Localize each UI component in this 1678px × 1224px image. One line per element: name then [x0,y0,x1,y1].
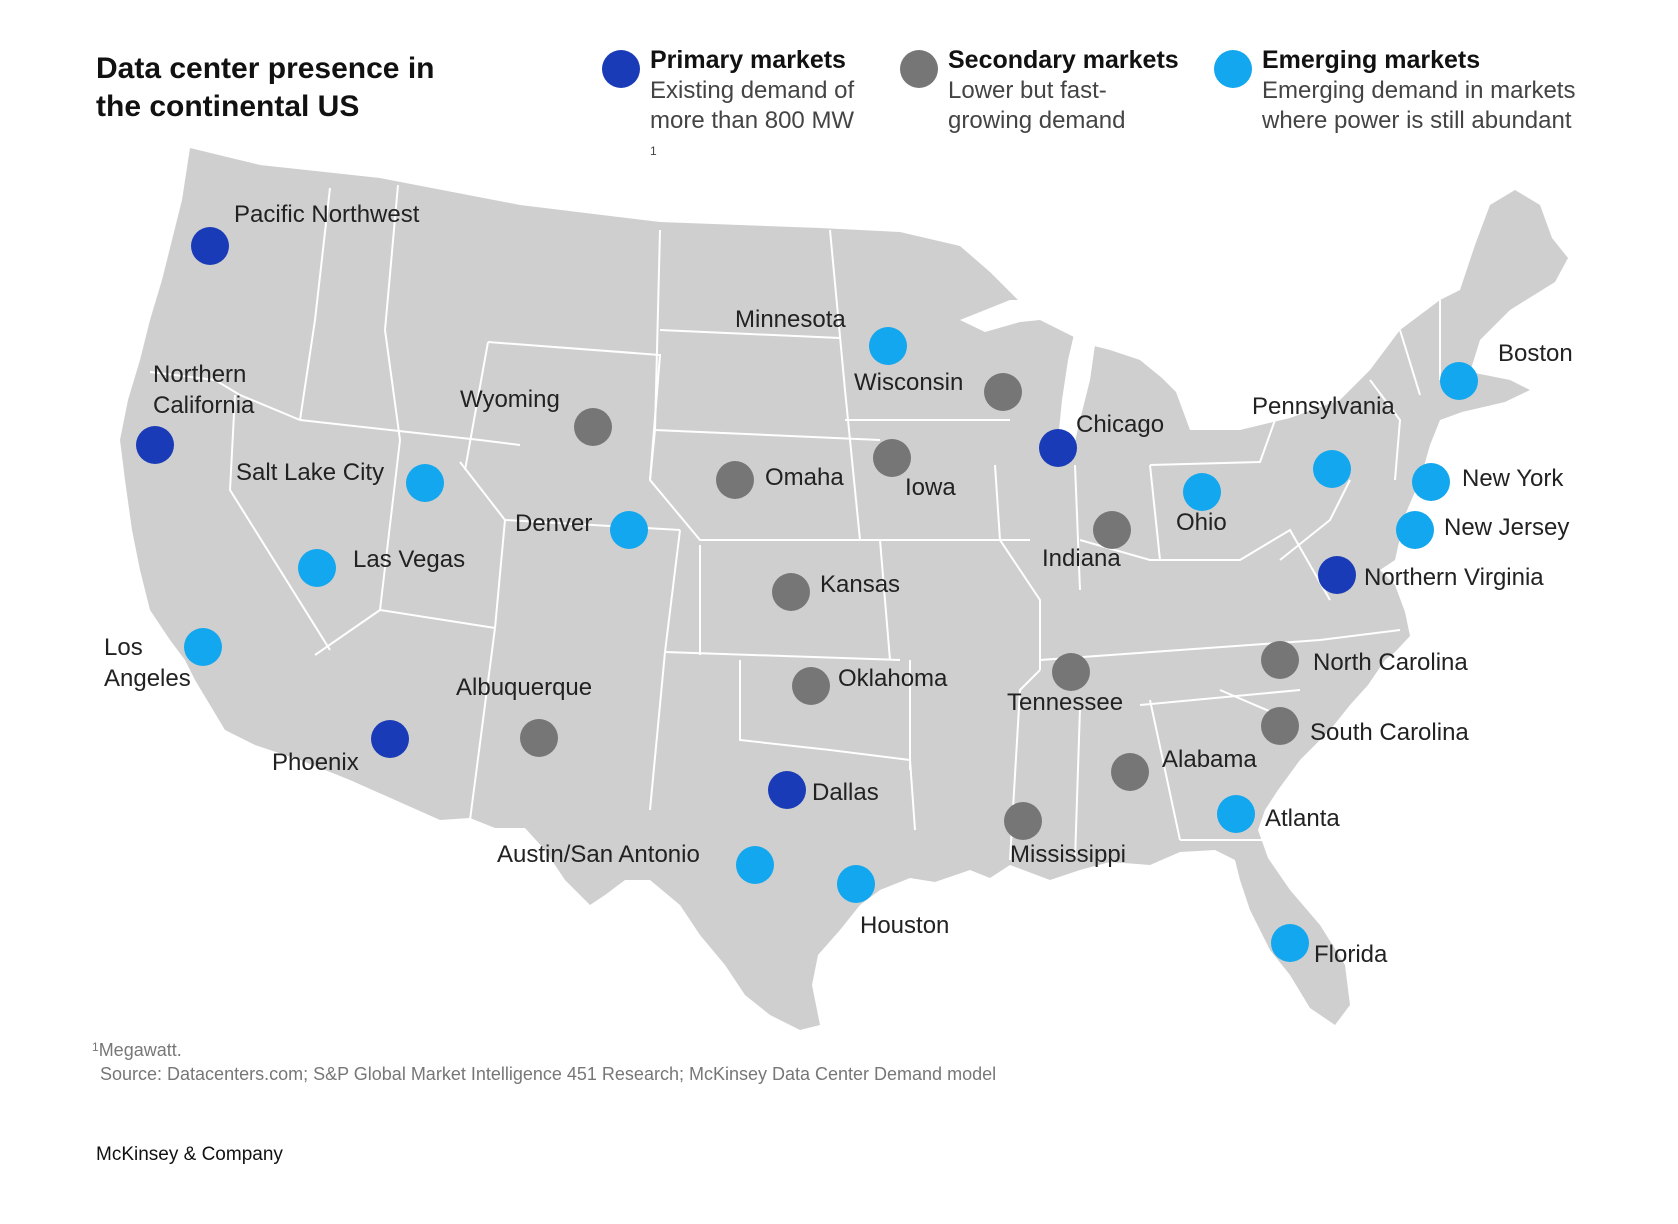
source-note: Source: Datacenters.com; S&P Global Mark… [100,1064,997,1084]
label-northern-virginia: Northern Virginia [1364,564,1544,591]
lake-michigan [1058,330,1095,465]
label-wisconsin: Wisconsin [854,369,963,396]
marker-new-jersey [1396,511,1434,549]
label-mississippi: Mississippi [1010,841,1126,868]
label-phoenix: Phoenix [272,749,359,776]
marker-florida [1271,924,1309,962]
market-markers [136,227,1478,962]
chart-title: Data center presence in the continental … [96,50,516,126]
label-denver: Denver [515,510,592,537]
legend-primary-label: Primary markets [650,46,846,74]
marker-dallas [768,771,806,809]
marker-ohio [1183,473,1221,511]
marker-mississippi [1004,802,1042,840]
label-florida: Florida [1314,941,1388,968]
marker-kansas [772,573,810,611]
label-las-vegas: Las Vegas [353,546,465,573]
marker-austin-san-antonio [736,846,774,884]
market-labels: Pacific Northwest Northern California Phoen… [104,201,1573,968]
label-alabama: Alabama [1162,746,1257,773]
footnote-mark: 1 [92,1040,99,1054]
label-tennessee: Tennessee [1007,689,1123,716]
lake-superior [960,300,1095,332]
legend-primary-desc-1: Existing demand of [650,77,855,104]
label-wyoming: Wyoming [460,386,560,413]
marker-salt-lake-city [406,464,444,502]
marker-phoenix [371,720,409,758]
marker-omaha [716,461,754,499]
marker-new-york [1412,463,1450,501]
label-albuquerque: Albuquerque [456,674,592,701]
label-minnesota: Minnesota [735,306,846,333]
legend-primary-footnote-mark: 1 [650,144,657,158]
marker-south-carolina [1261,707,1299,745]
marker-albuquerque [520,719,558,757]
marker-boston [1440,362,1478,400]
marker-north-carolina [1261,641,1299,679]
label-northern-california: Northern California [153,361,255,419]
legend-emerging-desc-2: where power is still abundant [1262,107,1572,134]
legend-emerging-desc-1: Emerging demand in markets [1262,77,1576,104]
legend-secondary-desc-1: Lower but fast- [948,77,1107,104]
title-line-2: the continental US [96,90,360,123]
marker-iowa [873,439,911,477]
label-pacific-northwest: Pacific Northwest [234,201,420,228]
label-salt-lake-city: Salt Lake City [236,459,384,486]
label-ohio: Ohio [1176,509,1227,536]
label-oklahoma: Oklahoma [838,665,948,692]
label-austin-san-antonio: Austin/San Antonio [497,841,700,868]
label-boston: Boston [1498,340,1573,367]
marker-las-vegas [298,549,336,587]
legend-primary-marker [602,50,640,88]
label-new-york: New York [1462,465,1564,492]
label-chicago: Chicago [1076,411,1164,438]
legend-secondary-marker [900,50,938,88]
marker-denver [610,511,648,549]
marker-los-angeles [184,628,222,666]
legend-primary-desc-2: more than 800 MW [650,107,855,134]
label-new-jersey: New Jersey [1444,514,1569,541]
marker-chicago [1039,429,1077,467]
marker-oklahoma [792,667,830,705]
label-pennsylvania: Pennsylvania [1252,393,1395,420]
marker-northern-virginia [1318,556,1356,594]
brand-name: McKinsey & Company [96,1144,283,1165]
label-kansas: Kansas [820,571,900,598]
footnote-text: Megawatt. [98,1040,182,1060]
marker-pacific-northwest [191,227,229,265]
legend-emerging-label: Emerging markets [1262,46,1481,74]
marker-houston [837,865,875,903]
label-dallas: Dallas [812,779,879,806]
marker-indiana [1093,511,1131,549]
marker-minnesota [869,327,907,365]
marker-northern-california [136,426,174,464]
footnote: 1Megawatt. [92,1040,182,1061]
continental-us-landmass [120,148,1568,1030]
label-north-carolina: North Carolina [1313,649,1468,676]
marker-wisconsin [984,373,1022,411]
label-iowa: Iowa [905,474,956,501]
label-los-angeles: Los Angeles [104,634,191,692]
label-atlanta: Atlanta [1265,805,1340,832]
legend-secondary-label: Secondary markets [948,46,1179,74]
marker-alabama [1111,753,1149,791]
label-omaha: Omaha [765,464,844,491]
marker-pennsylvania [1313,450,1351,488]
marker-tennessee [1052,653,1090,691]
legend-emerging-marker [1214,50,1252,88]
marker-atlanta [1217,795,1255,833]
label-indiana: Indiana [1042,545,1121,572]
legend-secondary-desc-2: growing demand [948,107,1126,134]
label-houston: Houston [860,912,949,939]
label-south-carolina: South Carolina [1310,719,1469,746]
marker-wyoming [574,408,612,446]
title-line-1: Data center presence in [96,52,435,85]
state-borders [149,184,1441,861]
